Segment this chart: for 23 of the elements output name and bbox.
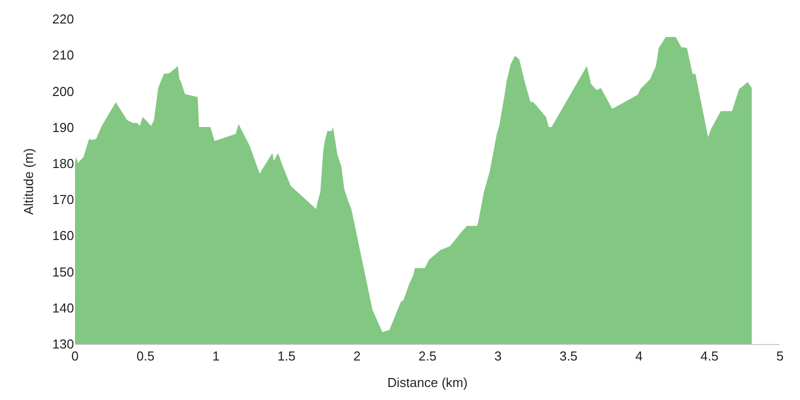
x-tick-label: 4.5: [700, 348, 719, 364]
y-tick-label: 170: [52, 192, 74, 208]
x-tick-label: 3.5: [559, 348, 578, 364]
x-axis-title: Distance (km): [387, 375, 468, 390]
x-tick-label: 2.5: [418, 348, 437, 364]
x-tick-label: 0.5: [136, 348, 155, 364]
y-tick-label: 190: [52, 120, 74, 135]
x-tick-label: 1: [212, 348, 220, 364]
y-tick-label: 210: [52, 48, 74, 63]
y-tick-label: 130: [52, 336, 74, 352]
x-tick-label: 5: [776, 348, 784, 364]
y-tick-label: 160: [52, 228, 74, 244]
y-tick-label: 140: [52, 300, 74, 316]
x-tick-label: 1.5: [277, 348, 296, 364]
y-tick-label: 180: [52, 156, 74, 171]
y-tick-label: 200: [52, 84, 74, 99]
y-tick-label: 150: [52, 264, 74, 280]
x-tick-label: 3: [494, 348, 502, 364]
x-tick-label: 0: [71, 348, 79, 364]
y-axis-title: Altitude (m): [21, 148, 36, 215]
x-tick-label: 4: [635, 348, 643, 364]
x-tick-label: 2: [353, 348, 361, 364]
y-tick-label: 220: [52, 12, 74, 27]
